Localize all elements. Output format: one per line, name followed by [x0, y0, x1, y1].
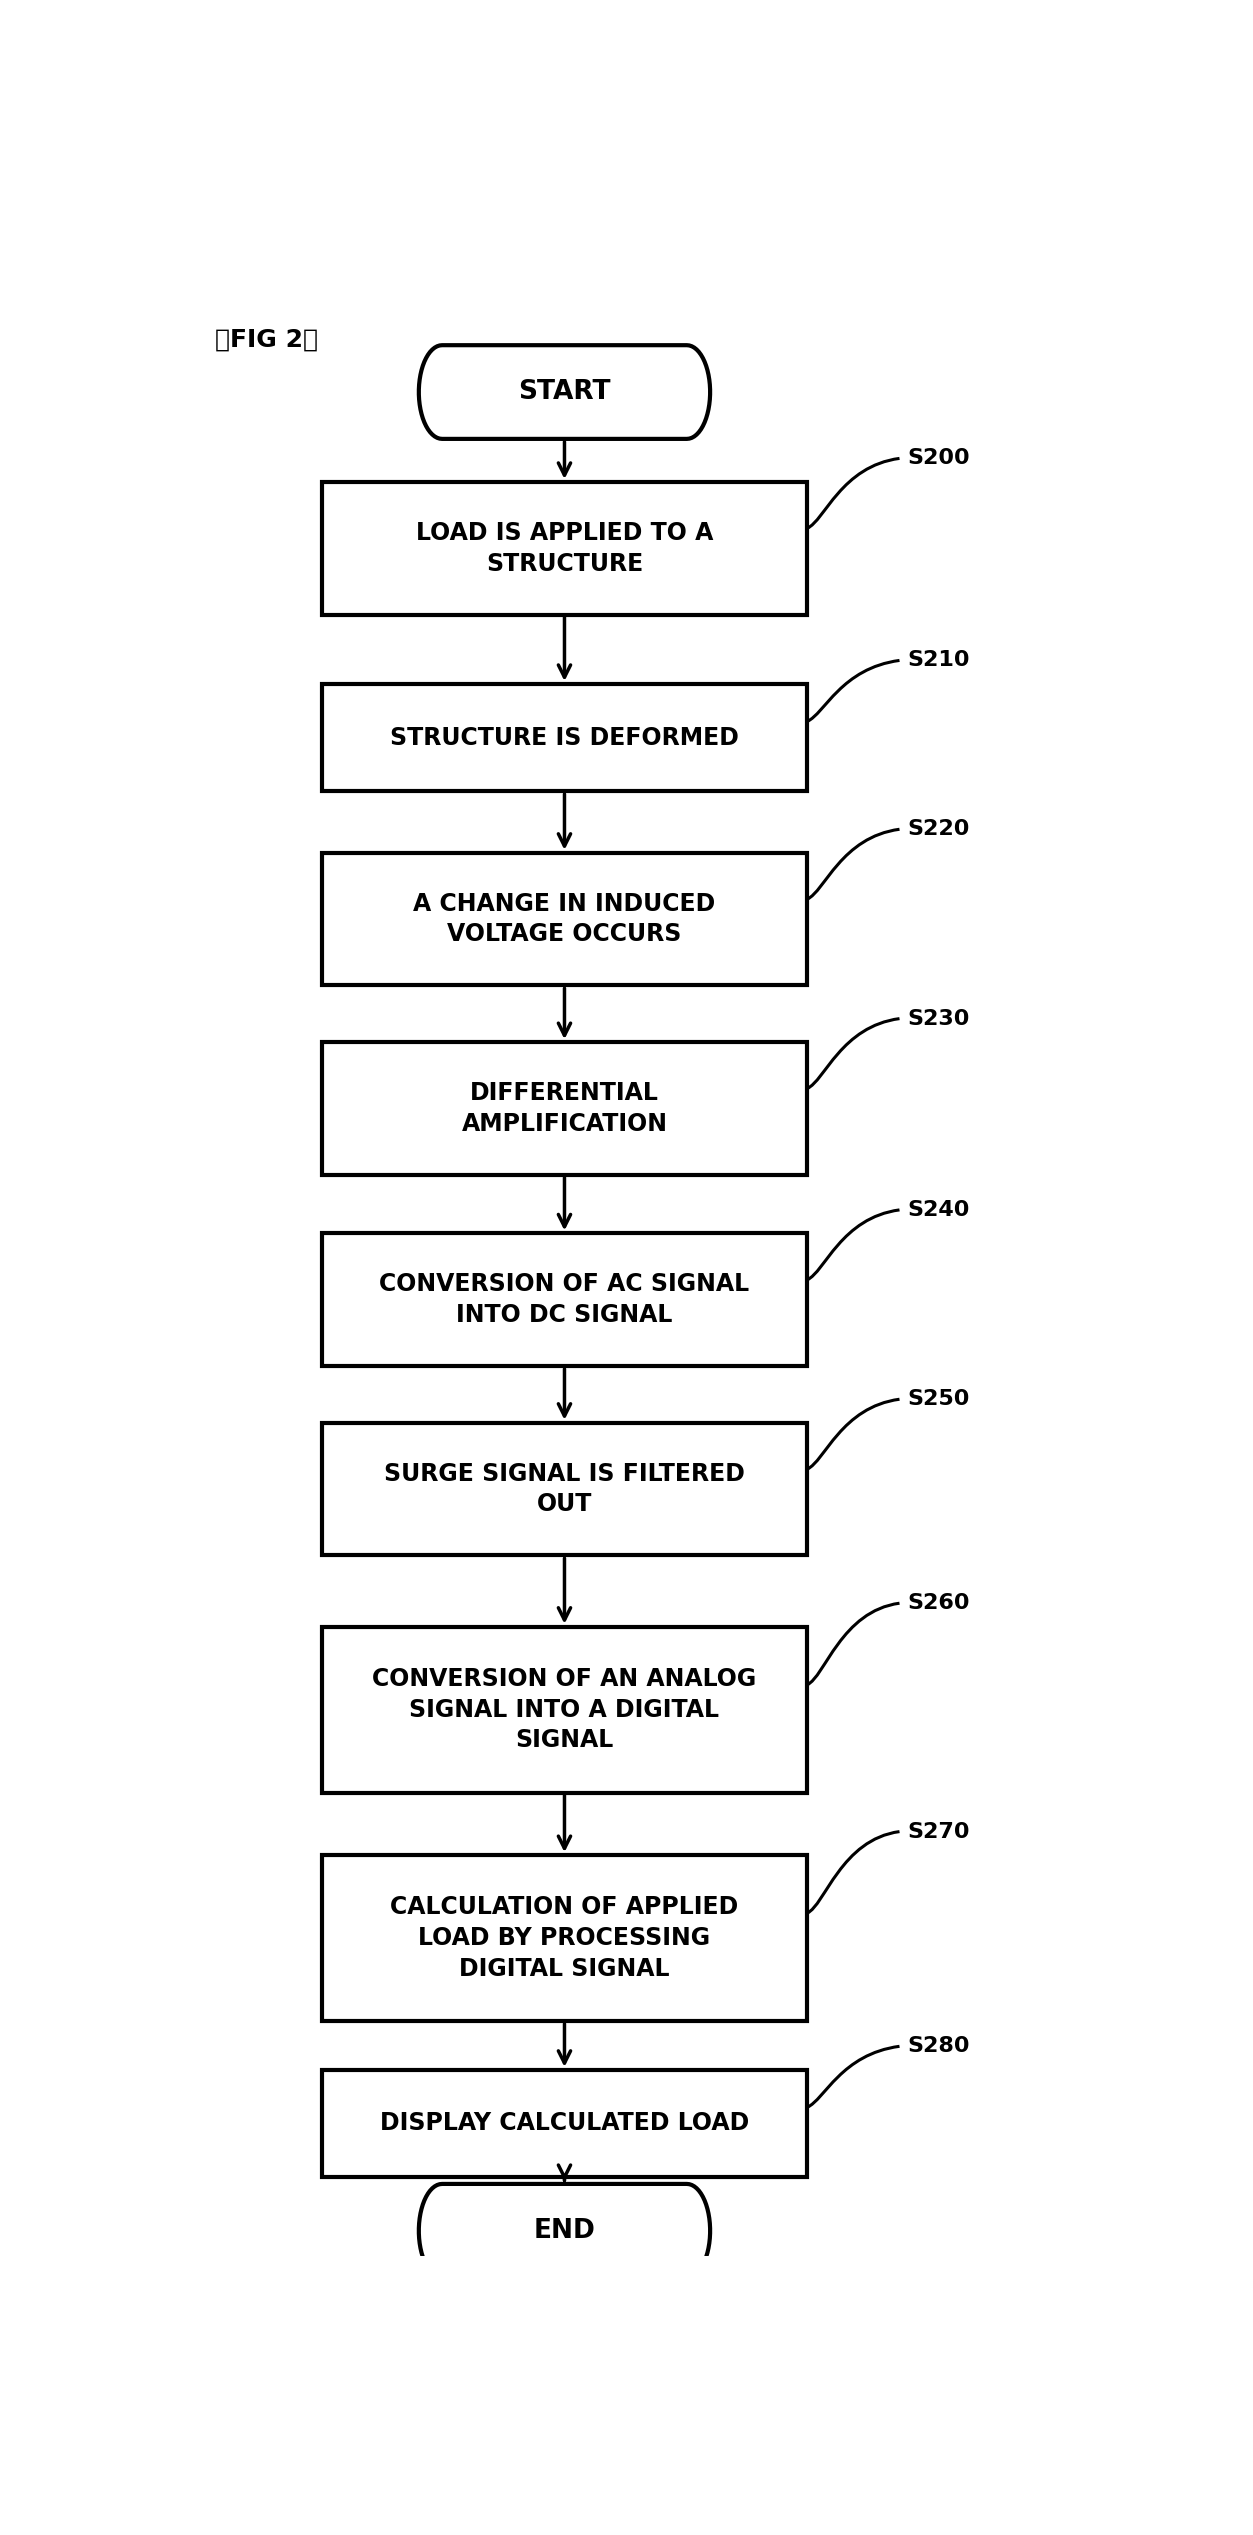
Text: SURGE SIGNAL IS FILTERED
OUT: SURGE SIGNAL IS FILTERED OUT — [383, 1463, 746, 1516]
Text: S240: S240 — [907, 1199, 970, 1219]
Text: S230: S230 — [907, 1009, 970, 1029]
Bar — [322, 1042, 807, 1174]
Bar — [322, 1422, 807, 1556]
Bar — [322, 2069, 807, 2178]
Text: S210: S210 — [907, 651, 970, 669]
Text: DISPLAY CALCULATED LOAD: DISPLAY CALCULATED LOAD — [380, 2112, 749, 2134]
Bar — [322, 852, 807, 986]
Text: DIFFERENTIAL
AMPLIFICATION: DIFFERENTIAL AMPLIFICATION — [461, 1080, 668, 1136]
Text: STRUCTURE IS DEFORMED: STRUCTURE IS DEFORMED — [390, 725, 739, 750]
Text: END: END — [534, 2218, 595, 2243]
Bar — [322, 1235, 807, 1366]
Text: CALCULATION OF APPLIED
LOAD BY PROCESSING
DIGITAL SIGNAL: CALCULATION OF APPLIED LOAD BY PROCESSIN… — [391, 1896, 738, 1980]
Bar — [322, 482, 807, 613]
Text: S200: S200 — [907, 449, 970, 469]
Text: A CHANGE IN INDUCED
VOLTAGE OCCURS: A CHANGE IN INDUCED VOLTAGE OCCURS — [413, 892, 715, 946]
Bar — [322, 1627, 807, 1792]
Text: S260: S260 — [907, 1592, 970, 1612]
Text: LOAD IS APPLIED TO A
STRUCTURE: LOAD IS APPLIED TO A STRUCTURE — [416, 520, 713, 575]
Text: CONVERSION OF AC SIGNAL
INTO DC SIGNAL: CONVERSION OF AC SIGNAL INTO DC SIGNAL — [380, 1273, 749, 1326]
Bar — [322, 684, 807, 791]
Text: S280: S280 — [907, 2036, 970, 2056]
Text: START: START — [519, 380, 610, 406]
Text: 【FIG 2】: 【FIG 2】 — [216, 327, 318, 352]
PathPatch shape — [419, 2185, 710, 2276]
Text: CONVERSION OF AN ANALOG
SIGNAL INTO A DIGITAL
SIGNAL: CONVERSION OF AN ANALOG SIGNAL INTO A DI… — [372, 1668, 757, 1752]
PathPatch shape — [419, 345, 710, 439]
Text: S250: S250 — [907, 1389, 970, 1409]
Text: S270: S270 — [907, 1823, 970, 1840]
Text: S220: S220 — [907, 819, 970, 839]
Bar — [322, 1856, 807, 2020]
